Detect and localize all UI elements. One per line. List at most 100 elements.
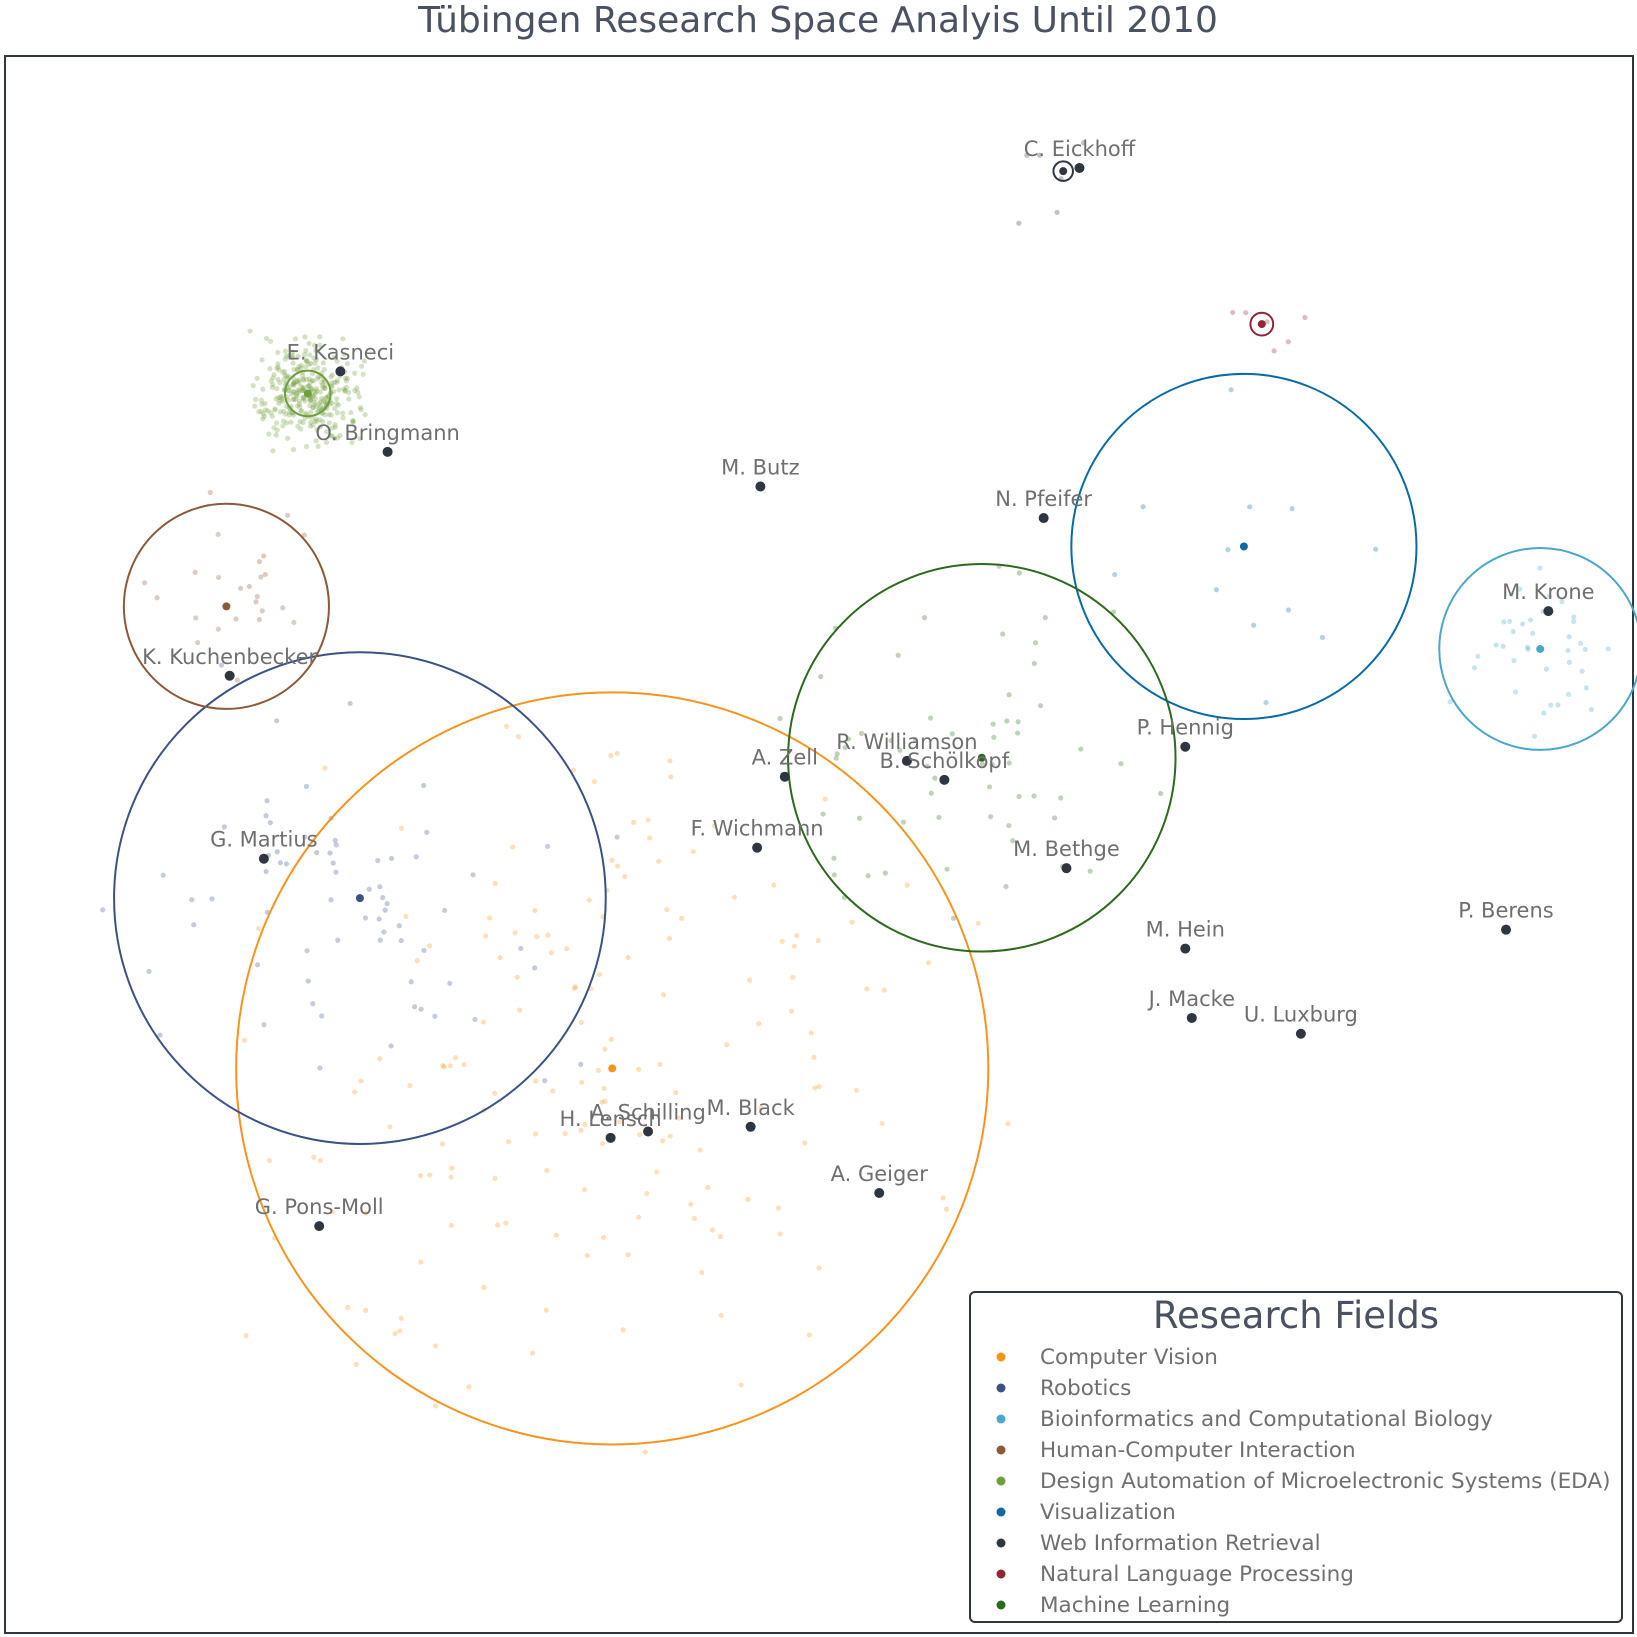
background-point	[975, 920, 981, 926]
background-point	[291, 619, 297, 626]
field-centroid-point	[303, 389, 312, 398]
background-point	[259, 357, 265, 363]
background-point	[432, 1343, 438, 1349]
background-point	[319, 382, 325, 388]
author-label: A. Zell	[752, 746, 818, 770]
author-label: K. Kuchenbecker	[142, 645, 317, 669]
background-point	[295, 378, 301, 384]
background-point	[602, 1098, 608, 1104]
background-point	[302, 398, 308, 404]
background-point	[424, 829, 430, 835]
background-point	[358, 363, 365, 369]
legend-label: Design Automation of Microelectronic Sys…	[1040, 1469, 1610, 1494]
background-point	[747, 977, 753, 983]
background-point	[306, 383, 312, 389]
background-point	[307, 402, 313, 408]
background-point	[1531, 733, 1538, 739]
background-point	[329, 380, 335, 386]
background-point	[300, 419, 306, 426]
background-point	[285, 387, 291, 394]
background-point	[301, 532, 307, 538]
background-point	[1559, 599, 1565, 605]
background-point	[1243, 310, 1249, 316]
background-point	[307, 379, 313, 385]
background-point	[322, 412, 328, 418]
background-point	[664, 907, 670, 913]
background-point	[1000, 631, 1006, 637]
background-point	[299, 387, 306, 394]
background-point	[582, 1187, 588, 1193]
background-point	[1230, 309, 1236, 316]
background-point	[1251, 622, 1257, 628]
background-point	[756, 1021, 762, 1027]
background-point	[313, 357, 320, 363]
background-point	[986, 784, 993, 790]
background-point	[328, 412, 334, 418]
background-point	[295, 353, 301, 360]
background-point	[366, 886, 372, 892]
background-point	[315, 374, 322, 380]
background-point	[711, 823, 718, 829]
background-point	[433, 1403, 439, 1409]
background-point	[382, 907, 388, 913]
background-point	[303, 358, 309, 364]
background-point	[333, 869, 339, 875]
background-point	[192, 569, 198, 575]
background-point	[1583, 685, 1589, 691]
background-point	[333, 400, 340, 407]
background-point	[267, 338, 274, 345]
background-point	[329, 383, 335, 389]
background-point	[1112, 571, 1118, 578]
background-point	[487, 915, 493, 921]
background-point	[282, 368, 288, 375]
background-point	[274, 849, 280, 855]
author-point	[874, 1188, 885, 1199]
background-point	[543, 1307, 549, 1313]
background-point	[311, 399, 317, 405]
field-radius-circle	[1070, 372, 1418, 721]
background-point	[1037, 152, 1043, 158]
author-label: G. Martius	[210, 828, 318, 852]
background-point	[532, 907, 538, 914]
background-point	[302, 351, 308, 357]
background-point	[1579, 668, 1585, 674]
background-point	[1527, 617, 1534, 623]
background-point	[303, 376, 310, 382]
background-point	[254, 962, 261, 968]
background-point	[286, 412, 292, 418]
background-point	[329, 425, 335, 431]
background-point	[854, 1087, 860, 1094]
background-point	[820, 811, 826, 817]
background-point	[331, 435, 338, 442]
author-marker: M. Butz	[721, 456, 800, 492]
background-point	[1302, 314, 1308, 321]
background-point	[642, 1449, 648, 1455]
legend-label: Bioinformatics and Computational Biology	[1040, 1407, 1493, 1432]
background-point	[315, 365, 321, 371]
background-point	[356, 394, 362, 400]
background-point	[312, 360, 318, 366]
background-point	[346, 389, 352, 396]
author-point	[335, 366, 346, 377]
background-point	[334, 396, 340, 402]
background-point	[253, 396, 259, 403]
background-point	[1004, 718, 1010, 724]
background-point	[308, 419, 314, 425]
background-point	[548, 950, 554, 956]
legend-marker	[996, 1569, 1006, 1579]
background-point	[514, 974, 520, 980]
background-point	[617, 1119, 623, 1125]
background-point	[586, 897, 592, 903]
background-point	[912, 736, 918, 743]
background-point	[340, 410, 346, 416]
background-point	[293, 396, 299, 403]
background-point	[667, 758, 673, 764]
background-point	[312, 396, 319, 402]
background-point	[318, 403, 324, 409]
background-point	[845, 736, 852, 742]
background-point	[440, 1063, 446, 1069]
background-point	[280, 423, 286, 429]
background-point	[260, 416, 266, 422]
background-point	[553, 1232, 559, 1238]
background-point	[1118, 761, 1124, 767]
